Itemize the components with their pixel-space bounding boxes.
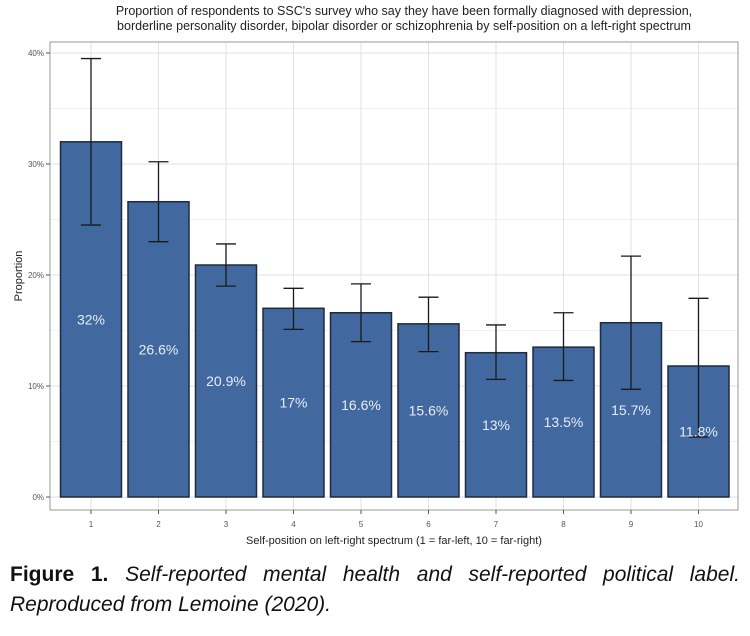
data-label: 13% <box>482 417 510 433</box>
y-tick-label: 10% <box>28 382 44 391</box>
y-tick-label: 40% <box>28 49 44 58</box>
bar-9 <box>599 321 663 498</box>
data-label: 20.9% <box>206 373 246 389</box>
bar-chart: 32% 26.6% 20.9% 17% 16.6% 15.6% 13% 13.5% 15.7% 1… <box>13 4 739 547</box>
chart-title-line: borderline personality disorder, bipolar… <box>117 19 691 33</box>
figure-caption: Figure 1. Self-reported mental health an… <box>10 560 740 620</box>
caption-label: Figure 1. <box>10 563 109 586</box>
bar-2 <box>127 200 190 498</box>
caption-text: Self-reported mental health and self-rep… <box>10 563 740 616</box>
x-tick-label: 2 <box>156 520 161 529</box>
x-axis-title: Self-position on left-right spectrum (1 … <box>246 535 542 547</box>
y-tick-label: 30% <box>28 160 44 169</box>
x-tick-label: 8 <box>561 520 566 529</box>
y-axis-title: Proportion <box>13 251 25 302</box>
x-tick-label: 7 <box>494 520 499 529</box>
x-tick-label: 5 <box>359 520 364 529</box>
data-label: 11.8% <box>679 424 718 440</box>
data-label: 17% <box>279 395 307 411</box>
x-tick-label: 4 <box>291 520 296 529</box>
data-label: 15.6% <box>409 402 449 418</box>
x-tick-label: 10 <box>694 520 703 529</box>
bar-6 <box>397 323 460 498</box>
x-tick-label: 1 <box>89 520 94 529</box>
y-tick-label: 20% <box>28 271 44 280</box>
chart-title-line: Proportion of respondents to SSC's surve… <box>116 4 692 18</box>
x-tick-label: 9 <box>629 520 634 529</box>
data-label: 26.6% <box>139 341 179 357</box>
x-tick-label: 3 <box>224 520 229 529</box>
data-label: 15.7% <box>611 402 651 418</box>
data-label: 13.5% <box>544 414 584 430</box>
y-tick-label: 0% <box>32 493 44 502</box>
plot-border <box>49 41 739 511</box>
data-label: 32% <box>77 311 105 327</box>
bar-3 <box>194 264 258 498</box>
data-label: 16.6% <box>341 397 381 413</box>
bar-5 <box>329 311 393 498</box>
x-tick-label: 6 <box>426 520 431 529</box>
